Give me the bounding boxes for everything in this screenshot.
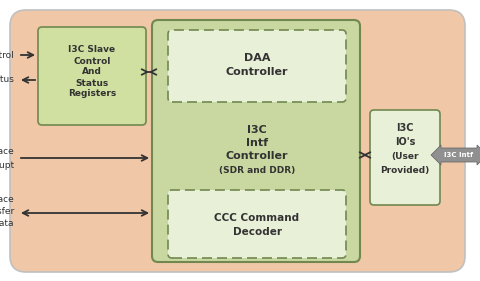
Text: Control: Control <box>73 56 111 65</box>
Text: Transfer: Transfer <box>0 207 14 216</box>
Text: Interrupt: Interrupt <box>0 160 14 169</box>
Text: Interface: Interface <box>0 148 14 157</box>
Text: Provided): Provided) <box>380 166 430 175</box>
Text: (SDR and DDR): (SDR and DDR) <box>219 166 295 175</box>
Text: Control: Control <box>0 51 14 60</box>
Text: Data: Data <box>0 219 14 228</box>
FancyBboxPatch shape <box>168 30 346 102</box>
FancyBboxPatch shape <box>370 110 440 205</box>
Text: I3C Intf: I3C Intf <box>444 152 474 158</box>
Text: DAA: DAA <box>244 53 270 63</box>
FancyBboxPatch shape <box>168 190 346 258</box>
Text: I3C: I3C <box>247 125 267 135</box>
Text: Controller: Controller <box>226 151 288 161</box>
Text: I3C: I3C <box>396 123 414 133</box>
Text: (User: (User <box>391 151 419 160</box>
Text: Intf: Intf <box>246 138 268 148</box>
Text: Interface: Interface <box>0 194 14 203</box>
Text: CCC Command: CCC Command <box>215 213 300 223</box>
Text: I3C Slave: I3C Slave <box>69 46 116 55</box>
FancyBboxPatch shape <box>10 10 465 272</box>
Text: Status: Status <box>75 78 108 87</box>
Text: Registers: Registers <box>68 90 116 99</box>
Text: And: And <box>82 67 102 76</box>
FancyBboxPatch shape <box>152 20 360 262</box>
Text: Status: Status <box>0 76 14 85</box>
Polygon shape <box>431 145 480 165</box>
Text: Decoder: Decoder <box>232 227 281 237</box>
FancyBboxPatch shape <box>38 27 146 125</box>
Text: Controller: Controller <box>226 67 288 77</box>
Text: IO's: IO's <box>395 137 415 147</box>
